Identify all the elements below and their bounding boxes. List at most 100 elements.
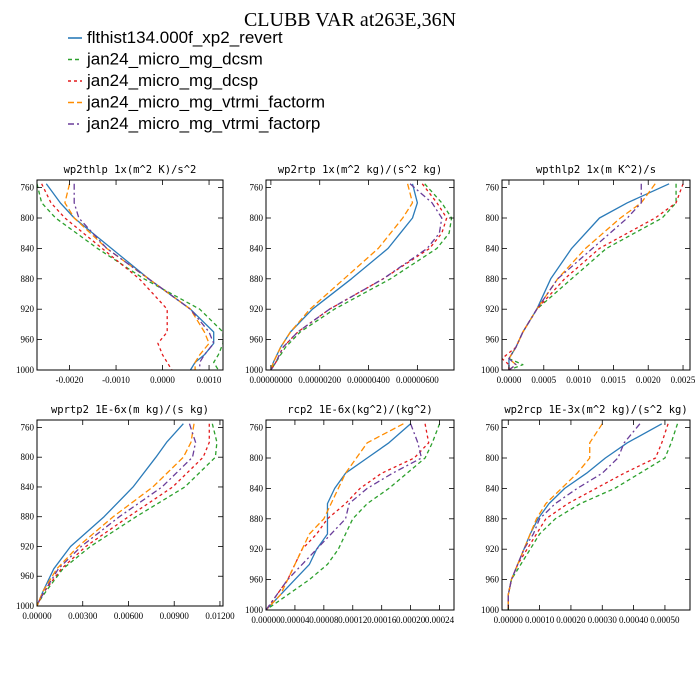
series-line [45, 183, 215, 370]
x-tick-label: 0.00600 [114, 611, 144, 621]
series-line [507, 423, 641, 610]
x-tick-label: 0.0020 [636, 375, 661, 385]
x-tick-label: 0.00020 [396, 615, 426, 625]
y-tick-label: 920 [486, 304, 500, 314]
series-line [270, 183, 453, 370]
y-tick-label: 760 [250, 183, 264, 193]
series-line [37, 423, 197, 606]
x-tick-label: 0.00000 [494, 615, 524, 625]
y-tick-label: 840 [21, 482, 35, 492]
x-tick-label: 0.00040 [619, 615, 649, 625]
legend-item: jan24_micro_mg_vtrmi_factorm [68, 93, 325, 112]
x-tick-label: 0.0005 [531, 375, 556, 385]
x-tick-label: 0.01200 [205, 611, 235, 621]
y-tick-label: 960 [21, 571, 35, 581]
y-tick-label: 1000 [481, 365, 500, 375]
y-tick-label: 800 [486, 213, 500, 223]
y-tick-label: 800 [250, 213, 264, 223]
chart-panel: rcp2 1E-6x(kg^2)/(kg^2) 760 800 840 880 920 96… [245, 404, 455, 625]
panel-title: wprtp2 1E-6x(m kg)/(s kg) [51, 404, 209, 416]
chart-panel: wp2rtp 1x(m^2 kg)/(s^2 kg) 760 800 840 880 92… [245, 164, 455, 385]
y-tick-label: 960 [486, 335, 500, 345]
y-tick-label: 840 [250, 243, 264, 253]
legend-item: jan24_micro_mg_dcsp [68, 71, 258, 90]
series-line [507, 423, 663, 610]
x-tick-label: 0.00030 [588, 615, 618, 625]
series-line [37, 423, 184, 606]
series-line [73, 183, 215, 370]
panel-title: rcp2 1E-6x(kg^2)/(kg^2) [287, 404, 432, 416]
x-tick-label: 0.0010 [566, 375, 591, 385]
y-tick-label: 880 [21, 512, 35, 522]
y-tick-label: 920 [250, 304, 264, 314]
y-tick-label: 840 [250, 483, 264, 493]
x-tick-label: 0.0025 [671, 375, 696, 385]
x-tick-label: 0.00000400 [347, 375, 390, 385]
chart-panel: wprtp2 1E-6x(m kg)/(s kg) 760 800 840 880 920… [16, 404, 235, 621]
plot-frame [265, 419, 455, 611]
y-tick-label: 880 [250, 274, 264, 284]
series-line [270, 183, 448, 370]
y-tick-label: 960 [250, 335, 264, 345]
y-tick-label: 840 [486, 483, 500, 493]
plot-frame [501, 179, 691, 371]
series-line [37, 423, 210, 606]
series-line [266, 423, 430, 610]
y-tick-label: 880 [250, 514, 264, 524]
panel-title: wp2thlp 1x(m^2 K)/s^2 [64, 164, 197, 176]
x-tick-label: 0.00050 [650, 615, 680, 625]
x-tick-label: 0.00012 [338, 615, 367, 625]
legend-label: jan24_micro_mg_dcsp [86, 71, 258, 90]
figure-title: CLUBB VAR at263E,36N [244, 9, 456, 31]
x-tick-label: 0.00010 [525, 615, 555, 625]
series-line [266, 423, 423, 610]
legend-item: jan24_micro_mg_dcsm [68, 50, 263, 69]
legend-label: jan24_micro_mg_vtrmi_factorm [86, 93, 325, 112]
series-line [508, 183, 670, 370]
y-tick-label: 840 [21, 243, 35, 253]
panel-title: wpthlp2 1x(m K^2)/s [536, 164, 656, 176]
legend-label: flthist134.000f_xp2_revert [87, 28, 283, 47]
series-line [508, 183, 677, 370]
legend-label: jan24_micro_mg_vtrmi_factorp [86, 114, 320, 133]
y-tick-label: 840 [486, 243, 500, 253]
panels: wp2thlp 1x(m^2 K)/s^2 760 800 840 880 920 960 1… [16, 164, 696, 625]
y-tick-label: 760 [486, 423, 500, 433]
series-line [37, 423, 195, 606]
plot-frame [36, 179, 224, 371]
x-tick-label: 0.00024 [425, 615, 455, 625]
panel-title: wp2rcp 1E-3x(m^2 kg)/(s^2 kg) [504, 404, 687, 416]
x-tick-label: 0.00000200 [298, 375, 341, 385]
y-tick-label: 1000 [481, 605, 500, 615]
series-line [41, 183, 173, 370]
y-tick-label: 1000 [245, 365, 264, 375]
y-tick-label: 960 [21, 335, 35, 345]
y-tick-label: 920 [21, 541, 35, 551]
series-line [37, 423, 218, 606]
x-tick-label: 0.0000 [497, 375, 522, 385]
legend-item: flthist134.000f_xp2_revert [68, 28, 283, 47]
series-line [270, 183, 443, 370]
series-line [37, 183, 223, 370]
y-tick-label: 1000 [16, 601, 35, 611]
x-tick-label: 0.00004 [280, 615, 310, 625]
y-tick-label: 1000 [245, 605, 264, 615]
x-tick-label: 0.00020 [556, 615, 586, 625]
series-line [270, 183, 414, 370]
series-line [266, 423, 441, 610]
legend-item: jan24_micro_mg_vtrmi_factorp [68, 114, 320, 133]
series-line [507, 423, 603, 610]
y-tick-label: 760 [21, 422, 35, 432]
y-tick-label: 800 [250, 453, 264, 463]
y-tick-label: 920 [21, 304, 35, 314]
y-tick-label: 920 [486, 544, 500, 554]
y-tick-label: 760 [21, 183, 35, 193]
chart-panel: wp2rcp 1E-3x(m^2 kg)/(s^2 kg) 760 800 840 88… [481, 404, 691, 625]
x-tick-label: 0.00000600 [396, 375, 439, 385]
plot-frame [36, 419, 224, 607]
y-tick-label: 760 [486, 183, 500, 193]
y-tick-label: 1000 [16, 365, 35, 375]
chart-panel: wp2thlp 1x(m^2 K)/s^2 760 800 840 880 920 960 1… [16, 164, 224, 385]
y-tick-label: 880 [486, 514, 500, 524]
